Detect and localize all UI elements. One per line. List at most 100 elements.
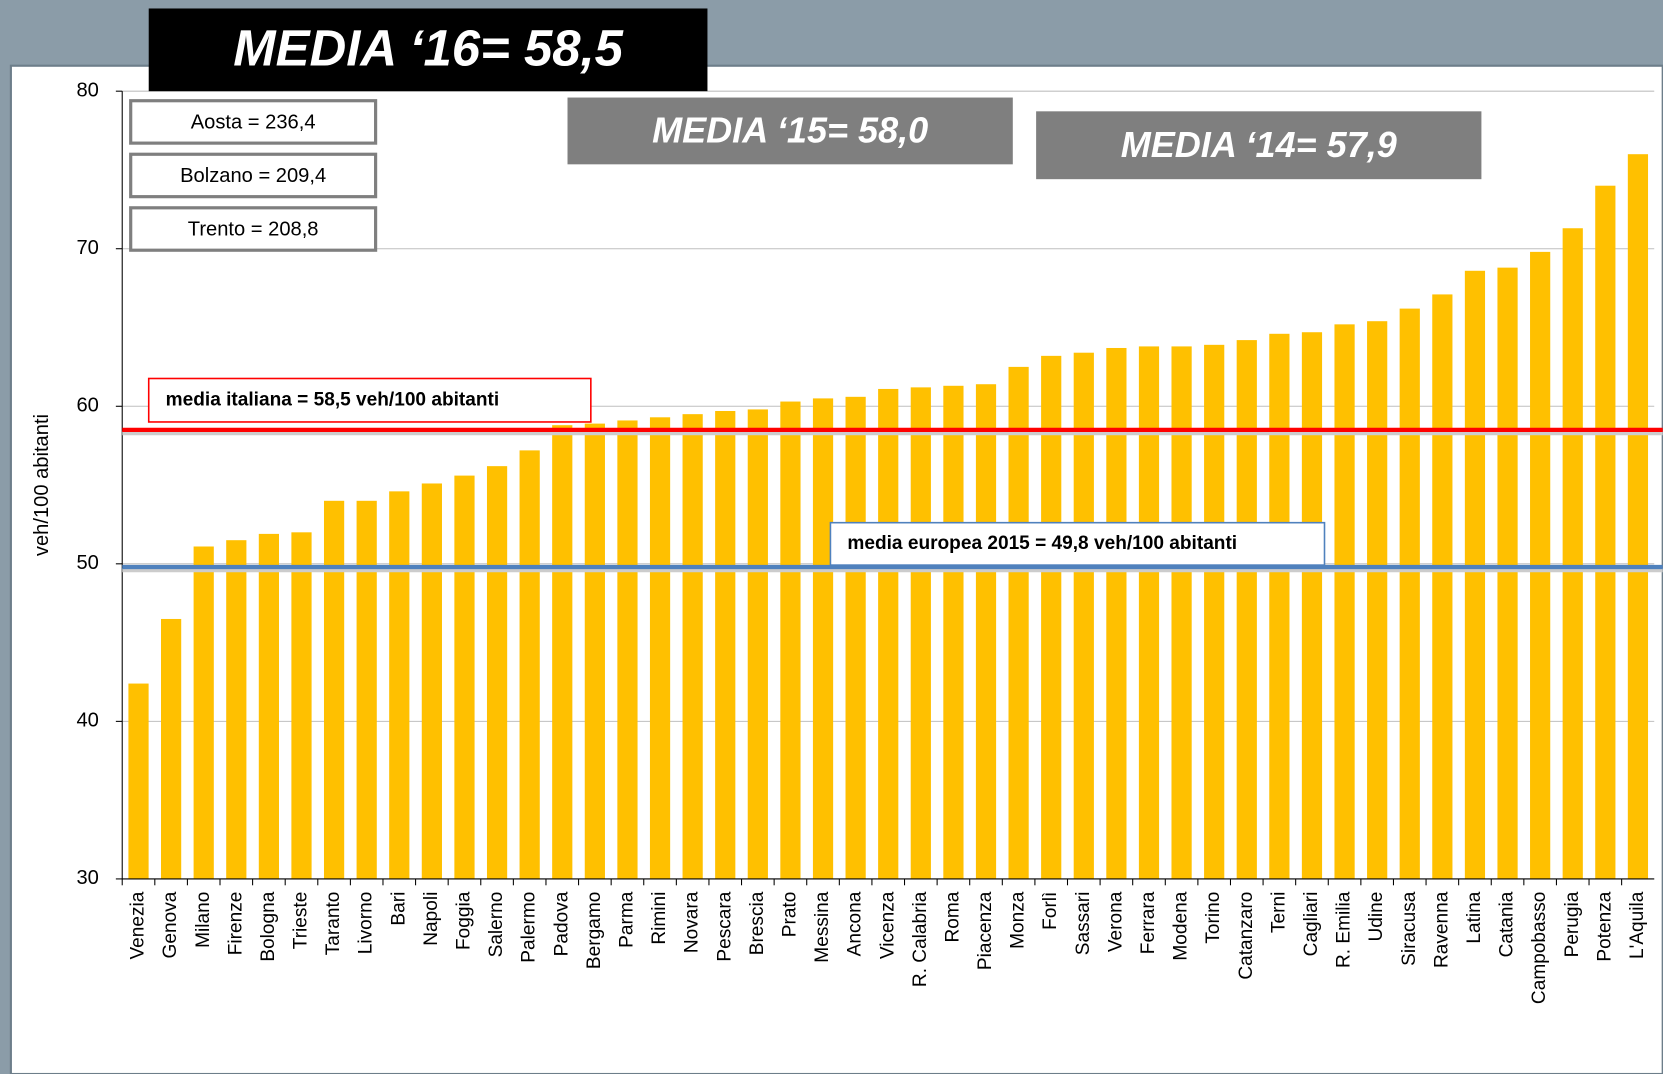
x-tick-label: Brescia	[747, 891, 768, 955]
annotation-box	[129, 99, 378, 145]
x-tick-label: Bologna	[258, 891, 279, 961]
bar	[1106, 347, 1127, 879]
x-tick-label: Modena	[1171, 891, 1192, 960]
x-tick-label: Perugia	[1562, 891, 1583, 957]
bar	[1464, 270, 1486, 879]
bar	[747, 409, 768, 879]
x-tick-label: Napoli	[421, 892, 442, 946]
x-tick-label: Forlì	[1040, 892, 1061, 930]
bar	[1497, 267, 1518, 879]
header-box	[148, 8, 708, 92]
bar	[1269, 333, 1290, 879]
bar	[486, 466, 508, 879]
x-tick-label: Monza	[1008, 891, 1029, 949]
header-text: MEDIA ‘15= 58,0	[652, 110, 928, 151]
bar	[1171, 346, 1192, 879]
y-tick-label: 50	[76, 552, 98, 574]
x-tick-label: Palermo	[519, 892, 540, 963]
bar	[1138, 346, 1160, 879]
bar	[1562, 228, 1583, 879]
bar	[910, 387, 931, 879]
x-tick-label: Sassari	[1073, 892, 1094, 956]
reference-label-box	[147, 377, 592, 423]
bar	[258, 533, 280, 879]
x-tick-label: Vicenza	[877, 891, 898, 959]
header-box	[567, 97, 1013, 165]
bar	[1595, 185, 1616, 879]
y-tick-label: 60	[76, 395, 98, 417]
reference-label-box	[829, 521, 1326, 566]
bar	[1008, 366, 1029, 879]
x-tick-label: Rimini	[649, 892, 670, 945]
x-tick-label: Latina	[1464, 891, 1485, 943]
x-tick-label: R. Calabria	[910, 891, 931, 987]
bar	[356, 500, 377, 879]
x-tick-label: Catania	[1497, 891, 1518, 957]
bar	[519, 450, 540, 879]
bar	[193, 546, 214, 879]
annotation-box	[129, 152, 378, 199]
x-tick-label: Campobasso	[1529, 892, 1550, 1004]
x-tick-label: Genova	[160, 891, 181, 958]
x-tick-label: Udine	[1366, 892, 1387, 942]
x-tick-label: Padova	[551, 891, 572, 956]
x-tick-label: Milano	[193, 892, 214, 948]
reference-label: media europea 2015 = 49,8 veh/100 abitan…	[847, 533, 1237, 554]
bar	[584, 423, 605, 879]
x-tick-label: Ancona	[845, 891, 866, 956]
x-tick-label: Ravenna	[1431, 891, 1452, 968]
x-tick-label: Firenze	[225, 892, 246, 956]
y-tick-label: 70	[76, 237, 98, 259]
bar	[1073, 352, 1094, 879]
x-tick-label: Parma	[617, 891, 638, 948]
bar	[943, 385, 964, 879]
x-tick-label: Piacenza	[975, 891, 996, 970]
bar	[389, 491, 410, 879]
x-tick-label: Terni	[1268, 892, 1289, 933]
bar	[323, 500, 345, 879]
x-tick-label: Cagliari	[1301, 892, 1322, 957]
x-tick-label: Pescara	[714, 891, 735, 961]
bar	[812, 398, 834, 879]
x-tick-label: Messina	[812, 891, 833, 962]
bar	[1041, 355, 1062, 879]
header-text: MEDIA ‘14= 57,9	[1121, 124, 1397, 165]
x-tick-label: Siracusa	[1399, 891, 1420, 966]
x-tick-label: Bari	[388, 892, 409, 926]
bar	[845, 396, 866, 879]
x-tick-label: Ferrara	[1138, 891, 1159, 954]
annotation: Aosta = 236,4	[191, 111, 316, 133]
reference-label: media italiana = 58,5 veh/100 abitanti	[166, 389, 500, 410]
bar	[975, 384, 997, 879]
bar	[1399, 308, 1420, 879]
bar	[682, 414, 703, 879]
y-tick-label: 40	[76, 710, 98, 732]
bar	[1432, 294, 1453, 879]
x-tick-label: Verona	[1105, 891, 1126, 952]
y-tick-label: 30	[76, 867, 98, 889]
x-tick-label: Foggia	[454, 891, 475, 950]
y-axis-label: veh/100 abitanti	[31, 414, 53, 556]
bar	[421, 483, 442, 879]
bar	[780, 401, 801, 879]
x-tick-label: Bergamo	[584, 892, 605, 969]
x-tick-label: Taranto	[323, 892, 344, 956]
x-tick-label: Prato	[779, 892, 800, 938]
bar	[715, 411, 736, 879]
x-tick-label: R. Emilia	[1334, 891, 1355, 968]
bar	[1236, 340, 1257, 879]
annotation: Trento = 208,8	[188, 218, 319, 240]
x-tick-label: Trieste	[291, 892, 312, 950]
x-tick-label: Catanzaro	[1236, 892, 1257, 980]
y-tick-label: 80	[76, 79, 98, 101]
bar	[617, 420, 638, 879]
bar	[878, 388, 899, 879]
bar	[128, 683, 149, 879]
bar	[1301, 332, 1323, 879]
x-tick-label: Potenza	[1594, 891, 1615, 961]
x-tick-label: Salerno	[486, 892, 507, 958]
bar	[1367, 321, 1388, 879]
bar	[161, 618, 182, 879]
